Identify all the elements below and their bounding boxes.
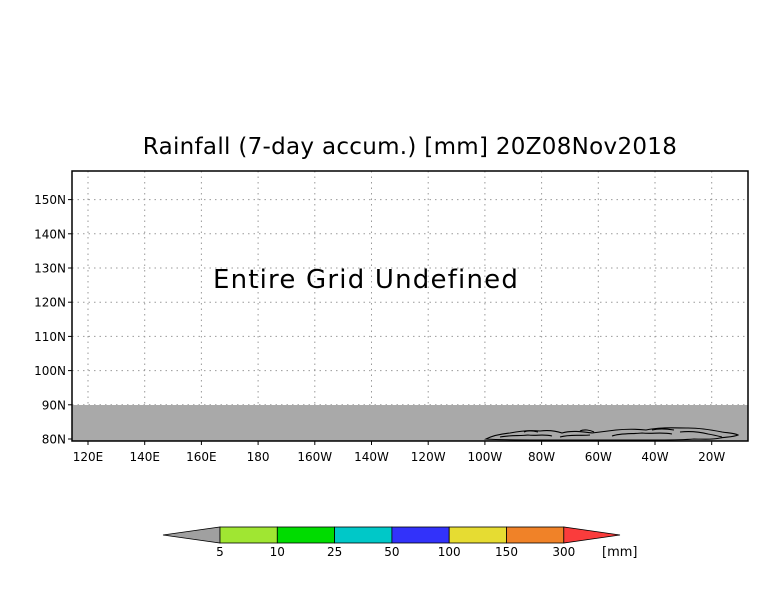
colorbar-over-triangle (563, 526, 621, 544)
map-frame (71, 170, 749, 442)
colorbar-tick-label: 300 (552, 545, 575, 559)
colorbar-tick-label: 150 (495, 545, 518, 559)
colorbar-tick-label: 50 (384, 545, 399, 559)
undefined-data-band (72, 405, 748, 441)
colorbar-box (334, 526, 393, 544)
colorbar-tick-label: 25 (327, 545, 342, 559)
lon-label: 80W (528, 450, 555, 464)
latitude-labels: 150N 140N 130N 120N 110N 100N 90N 80N (34, 193, 72, 447)
lon-label: 40W (641, 450, 668, 464)
lon-label: 120W (411, 450, 446, 464)
colorbar-legend (162, 526, 621, 544)
lon-label: 20W (698, 450, 725, 464)
colorbar-tick-label: 5 (216, 545, 224, 559)
colorbar-box (506, 526, 565, 544)
colorbar-under-triangle (162, 526, 221, 544)
lat-label: 90N (42, 398, 66, 412)
lon-label: 60W (585, 450, 612, 464)
colorbar-box (391, 526, 450, 544)
lon-label: 140E (129, 450, 160, 464)
lat-label: 100N (34, 364, 66, 378)
colorbar-tick-label: 10 (270, 545, 285, 559)
lon-label: 100W (468, 450, 503, 464)
lat-label: 150N (34, 193, 66, 207)
colorbar-unit: [mm] (602, 545, 637, 560)
lat-label: 130N (34, 262, 66, 276)
undefined-grid-message: Entire Grid Undefined (213, 265, 519, 295)
colorbar-labels: 5 10 25 50 100 150 300 (216, 545, 575, 559)
longitude-labels: 120E 140E 160E 180 160W 140W 120W 100W 80W 60W 40W… (73, 441, 725, 464)
lon-label: 140W (354, 450, 389, 464)
lon-label: 120E (73, 450, 104, 464)
colorbar-box (448, 526, 507, 544)
colorbar-box (276, 526, 335, 544)
lon-label: 180 (247, 450, 270, 464)
map-title: Rainfall (7-day accum.) [mm] 20Z08Nov201… (142, 134, 678, 160)
colorbar-tick-label: 100 (438, 545, 461, 559)
colorbar-box (219, 526, 278, 544)
lat-label: 80N (42, 433, 66, 447)
coastline-outline (483, 427, 740, 441)
lon-label: 160W (297, 450, 332, 464)
lon-label: 160E (186, 450, 217, 464)
gridlines (72, 171, 748, 441)
lat-label: 120N (34, 296, 66, 310)
lat-label: 140N (34, 227, 66, 241)
lat-label: 110N (34, 330, 66, 344)
